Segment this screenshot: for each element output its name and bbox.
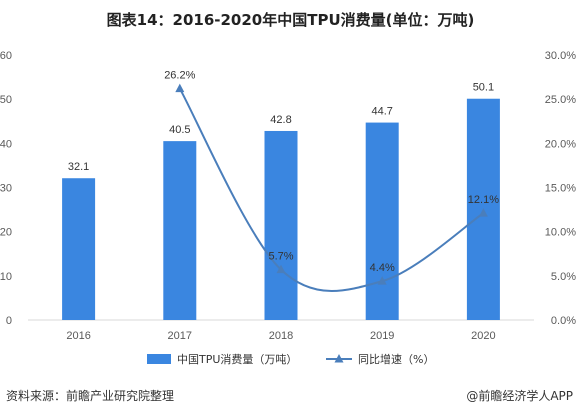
bars: 32.1 40.5 42.8 44.7 50.1: [62, 82, 500, 320]
legend-bar-swatch: [147, 354, 171, 364]
right-axis-tick-label: 30.0%: [545, 50, 576, 62]
bar-value-label: 40.5: [169, 124, 190, 136]
growth-line-path: [178, 88, 484, 292]
legend: 中国TPU消费量（万吨） 同比增速（%）: [147, 352, 434, 366]
growth-point-marker: [175, 83, 185, 93]
x-axis: 2016 2017 2018 2019 2020: [28, 319, 534, 342]
x-axis-tick-label: 2019: [370, 330, 394, 342]
left-axis-tick-label: 40: [0, 138, 12, 150]
bar: [62, 178, 96, 320]
left-axis-tick-label: 0: [6, 315, 12, 327]
bar: [365, 122, 399, 320]
x-axis-tick-label: 2017: [168, 330, 192, 342]
right-axis: 0.0% 5.0% 10.0% 15.0% 20.0% 25.0% 30.0%: [545, 50, 576, 327]
bar-value-label: 42.8: [270, 114, 291, 126]
bar-value-label: 32.1: [68, 161, 89, 173]
growth-value-label: 5.7%: [268, 251, 293, 263]
growth-value-label: 12.1%: [468, 194, 499, 206]
left-axis-tick-label: 30: [0, 183, 12, 195]
growth-point-marker: [276, 264, 286, 274]
right-axis-tick-label: 20.0%: [545, 138, 576, 150]
x-axis-tick-label: 2016: [66, 330, 90, 342]
growth-value-label: 4.4%: [370, 262, 395, 274]
growth-point-marker: [478, 208, 488, 217]
right-axis-tick-label: 0.0%: [551, 315, 576, 327]
left-axis-tick-label: 10: [0, 271, 12, 283]
legend-bar-label: 中国TPU消费量（万吨）: [177, 352, 297, 366]
legend-line-marker: [334, 354, 344, 363]
growth-point-marker: [377, 276, 387, 285]
x-axis-tick-label: 2020: [471, 330, 495, 342]
bar: [163, 141, 197, 320]
bar-value-label: 44.7: [371, 106, 392, 118]
legend-line-label: 同比增速（%）: [358, 352, 434, 366]
source-note: 资料来源：前瞻产业研究院整理: [6, 389, 175, 403]
left-axis-tick-label: 60: [0, 50, 12, 62]
bar-value-label: 50.1: [473, 82, 494, 94]
right-axis-tick-label: 25.0%: [545, 94, 576, 106]
left-axis-tick-label: 50: [0, 94, 12, 106]
chart-title: 图表14：2016-2020年中国TPU消费量(单位：万吨): [106, 11, 475, 29]
right-axis-tick-label: 15.0%: [545, 183, 576, 195]
right-axis-tick-label: 10.0%: [545, 227, 576, 239]
left-axis: 0 10 20 30 40 50 60: [0, 50, 12, 327]
right-axis-tick-label: 5.0%: [551, 271, 576, 283]
x-axis-tick-label: 2018: [269, 330, 293, 342]
bar: [264, 130, 298, 320]
credit-note: @前瞻经济学人APP: [466, 389, 573, 403]
left-axis-tick-label: 20: [0, 227, 12, 239]
growth-value-label: 26.2%: [164, 70, 195, 82]
growth-line: 26.2% 5.7% 4.4% 12.1%: [164, 70, 499, 292]
